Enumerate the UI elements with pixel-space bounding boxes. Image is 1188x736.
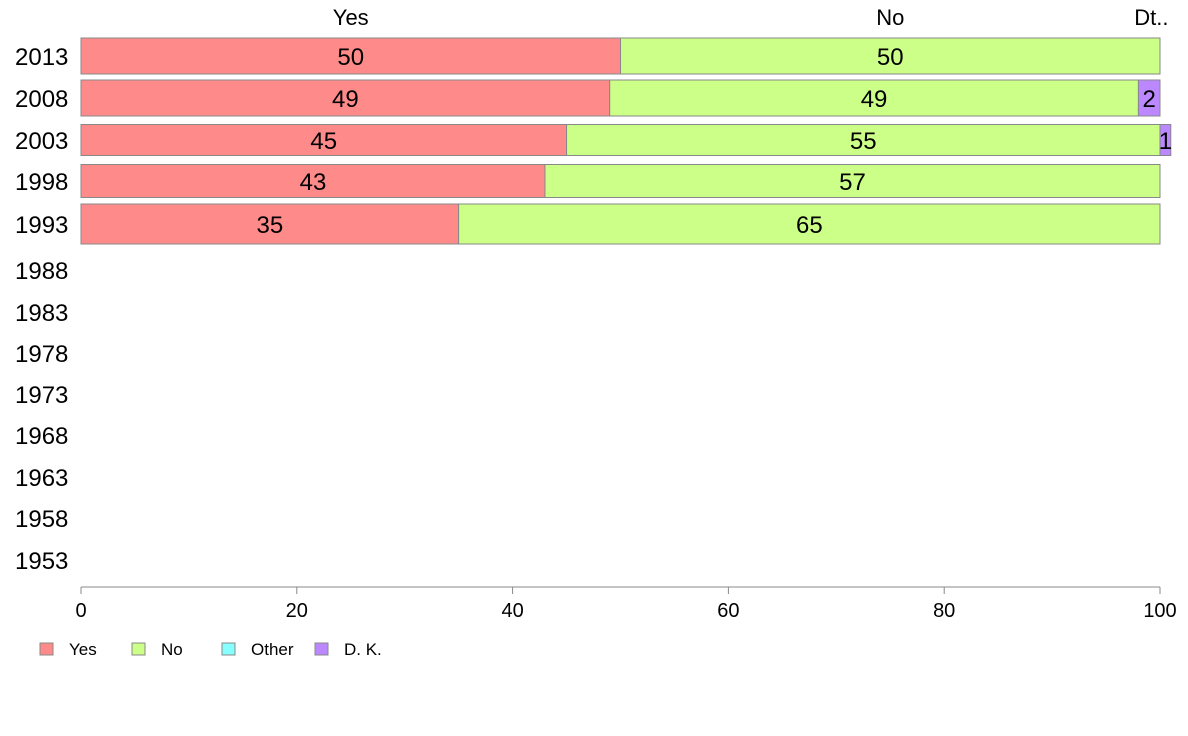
bar-value-label: 43: [300, 169, 327, 196]
bar-value-label: 50: [877, 44, 904, 71]
x-tick-label: 100: [1143, 600, 1176, 622]
series-header-label: Dt..: [1134, 5, 1168, 30]
legend-swatch-no: [131, 642, 146, 656]
bar-value-label: 2: [1143, 86, 1156, 113]
year-label-2013: 2013: [15, 44, 68, 71]
year-label-1953: 1953: [15, 548, 68, 575]
bar-segment-2003-dk: [1159, 124, 1172, 156]
legend-label: Yes: [69, 640, 97, 659]
bar-segment-1993-no: [458, 203, 1161, 245]
bar-value-label: 45: [310, 128, 337, 155]
x-tick-label: 40: [501, 600, 523, 622]
bar-segment-1998-no: [544, 164, 1161, 198]
year-label-1968: 1968: [15, 423, 68, 450]
bar-segment-1993-yes: [80, 203, 460, 245]
series-header-label: Yes: [333, 5, 369, 30]
bar-segment-2003-yes: [80, 124, 568, 156]
legend-label: Other: [251, 640, 294, 659]
year-label-1998: 1998: [15, 169, 68, 196]
year-label-1983: 1983: [15, 300, 68, 327]
x-tick-label: 60: [717, 600, 739, 622]
legend: Yes No Other D. K.: [39, 640, 382, 659]
year-label-1978: 1978: [15, 341, 68, 368]
bar-value-label: 57: [839, 169, 866, 196]
year-label-2003: 2003: [15, 128, 68, 155]
year-label-1993: 1993: [15, 212, 68, 239]
series-header-labels: Yes No Dt..: [333, 5, 1169, 30]
bar-value-label: 55: [850, 128, 877, 155]
bar-segment-1998-yes: [80, 164, 546, 198]
year-label-1963: 1963: [15, 465, 68, 492]
bar-segment-2008-dk: [1137, 79, 1161, 117]
year-label-1958: 1958: [15, 506, 68, 533]
bar-segment-2003-no: [566, 124, 1161, 156]
bar-segment-2013-no: [620, 37, 1161, 75]
x-tick-label: 0: [75, 600, 86, 622]
x-axis: 0 20 40 60 80 100: [75, 586, 1177, 622]
bar-value-label: 49: [861, 86, 888, 113]
year-label-1988: 1988: [15, 258, 68, 285]
bar-segment-2013-yes: [80, 37, 621, 75]
legend-swatch-dk: [314, 642, 329, 656]
bar-value-label: 50: [337, 44, 364, 71]
year-label-1973: 1973: [15, 382, 68, 409]
legend-swatch-yes: [39, 642, 54, 656]
x-tick-label: 20: [286, 600, 308, 622]
bar-segment-2008-no: [609, 79, 1139, 117]
legend-label: No: [161, 640, 183, 659]
year-labels: 2013 2008 2003 1998 1993 1988 1983 1978 1973 1968…: [15, 44, 68, 575]
bar-value-label: 1: [1159, 128, 1172, 155]
bars-layer: 50 50 49 49 2 45 55 1 43 57 35 65: [80, 37, 1172, 245]
legend-swatch-other: [221, 642, 236, 656]
x-tick-label: 80: [933, 600, 955, 622]
bar-segment-2008-yes: [80, 79, 611, 117]
year-label-2008: 2008: [15, 86, 68, 113]
bar-value-label: 49: [332, 86, 359, 113]
bar-value-label: 65: [796, 212, 823, 239]
bar-value-label: 35: [256, 212, 283, 239]
legend-label: D. K.: [344, 640, 382, 659]
series-header-label: No: [876, 5, 904, 30]
